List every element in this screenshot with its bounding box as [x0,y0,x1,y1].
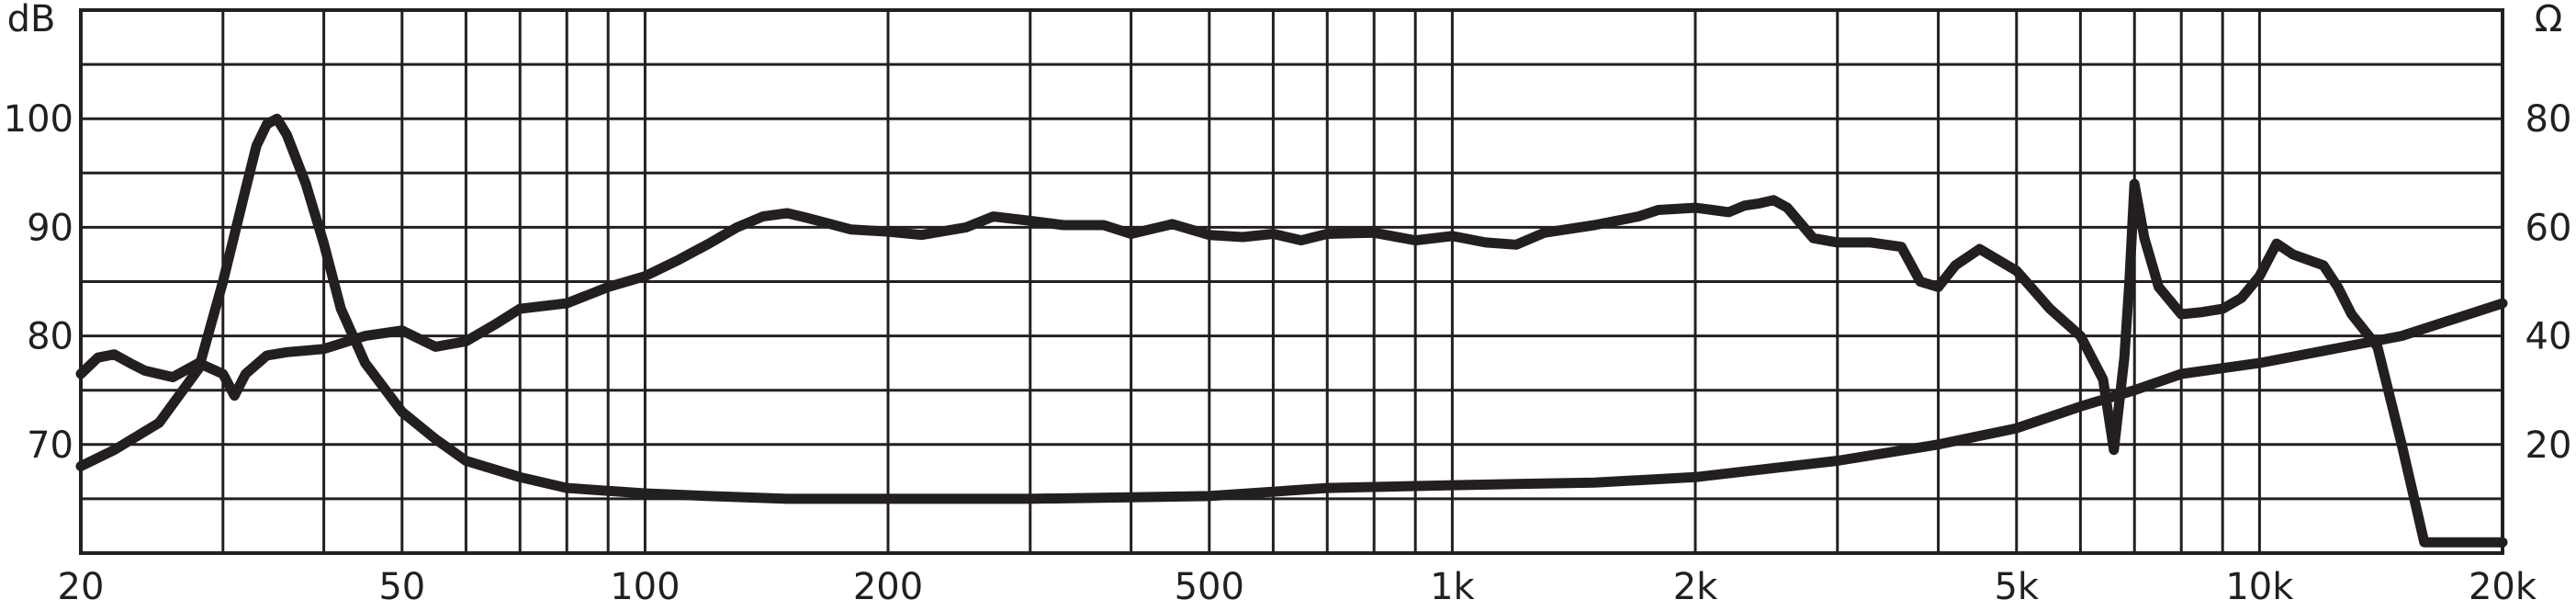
x-tick-label: 500 [1175,566,1244,608]
tick-labels: 20 50 100 200 500 1k 2k 5k 10k 20k 70 80 90 100 20 40 60… [4,98,2572,608]
grid [79,8,2504,555]
y-left-tick-label: 100 [4,98,73,141]
y-right-tick-label: 40 [2525,316,2572,358]
x-tick-label: 50 [378,566,425,608]
y-left-tick-label: 80 [27,316,73,358]
y-left-tick-label: 90 [27,207,73,249]
x-tick-label: 5k [1994,566,2039,608]
x-tick-label: 20 [58,566,105,608]
x-tick-label: 1k [1430,566,1475,608]
y-right-tick-label: 20 [2525,424,2572,467]
x-tick-label: 2k [1673,566,1718,608]
x-tick-label: 100 [610,566,680,608]
y-right-tick-label: 60 [2525,207,2572,249]
y-left-tick-label: 70 [27,424,73,467]
x-tick-label: 200 [853,566,923,608]
y-right-tick-label: 80 [2525,98,2572,141]
x-tick-label: 20k [2469,566,2537,608]
spl-curve [75,178,2508,548]
curves [75,113,2508,548]
plot-frame [79,8,2504,555]
left-axis-unit-label: dB [7,0,56,40]
right-axis-unit-label: Ω [2535,0,2563,40]
impedance-curve [75,113,2508,504]
x-tick-label: 10k [2225,566,2294,608]
